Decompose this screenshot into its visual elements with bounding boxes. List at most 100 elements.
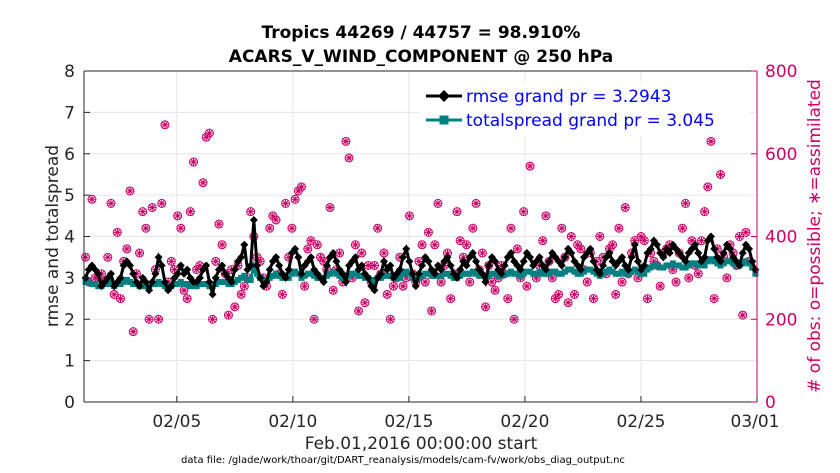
obs-assimilated-marker bbox=[240, 282, 248, 290]
obs-assimilated-marker bbox=[482, 303, 490, 311]
obs-assimilated-marker bbox=[174, 212, 182, 220]
obs-possible-marker bbox=[420, 277, 430, 287]
spread-point bbox=[117, 281, 124, 288]
rmse-point bbox=[738, 249, 747, 258]
obs-assimilated-marker bbox=[313, 241, 321, 249]
rmse-point bbox=[249, 215, 258, 224]
obs-assimilated-marker bbox=[583, 278, 591, 286]
legend-spread-marker bbox=[439, 115, 449, 125]
spread-point bbox=[247, 276, 254, 283]
obs-possible-marker bbox=[569, 289, 579, 299]
spread-point bbox=[707, 256, 714, 263]
rmse-point bbox=[157, 261, 166, 270]
obs-assimilated-marker bbox=[685, 274, 693, 282]
spread-point bbox=[603, 268, 610, 275]
rmse-point bbox=[306, 253, 315, 262]
obs-assimilated-marker bbox=[567, 233, 575, 240]
rmse-point bbox=[659, 253, 668, 262]
obs-assimilated-marker bbox=[320, 257, 328, 265]
y2-axis-label: # of obs: o=possible; ∗=assimilated bbox=[805, 79, 825, 393]
obs-possible-marker bbox=[236, 289, 246, 299]
obs-possible-marker bbox=[715, 169, 725, 179]
obs-assimilated-marker bbox=[574, 241, 582, 249]
rmse-point bbox=[281, 273, 290, 282]
obs-assimilated-marker bbox=[428, 307, 436, 315]
rmse-point bbox=[338, 269, 347, 278]
obs-possible-marker bbox=[677, 223, 687, 233]
obs-assimilated-marker bbox=[463, 241, 471, 249]
spread-point bbox=[580, 268, 587, 275]
spread-point bbox=[190, 283, 197, 290]
spread-point bbox=[425, 270, 432, 277]
obs-possible-marker bbox=[681, 198, 691, 208]
rmse-point bbox=[516, 265, 525, 274]
obs-assimilated-marker bbox=[488, 278, 496, 286]
obs-assimilated-marker bbox=[199, 179, 207, 187]
obs-assimilated-marker bbox=[736, 233, 744, 240]
rmse-point bbox=[402, 244, 411, 253]
spread-point bbox=[428, 272, 435, 279]
rmse-point bbox=[160, 278, 169, 287]
obs-possible-marker bbox=[465, 277, 475, 287]
obs-possible-marker bbox=[620, 203, 630, 213]
spread-point bbox=[460, 270, 467, 277]
obs-assimilated-marker bbox=[723, 274, 731, 282]
obs-assimilated-marker bbox=[513, 245, 521, 253]
obs-assimilated-marker bbox=[161, 121, 169, 129]
obs-possible-marker bbox=[382, 289, 392, 299]
obs-assimilated-marker bbox=[107, 199, 115, 207]
obs-assimilated-marker bbox=[551, 295, 559, 303]
obs-possible-marker bbox=[423, 227, 433, 237]
obs-assimilated-marker bbox=[329, 286, 337, 294]
spread-point bbox=[307, 270, 314, 277]
spread-point bbox=[187, 283, 194, 290]
rmse-point bbox=[357, 261, 366, 270]
obs-assimilated-marker bbox=[421, 278, 429, 286]
obs-possible-marker bbox=[639, 236, 649, 246]
y-tick-label: 1 bbox=[64, 352, 75, 372]
rmse-point bbox=[745, 244, 754, 253]
obs-possible-marker bbox=[303, 244, 313, 254]
spread-point bbox=[327, 270, 334, 277]
obs-possible-marker bbox=[182, 294, 192, 304]
obs-assimilated-marker bbox=[215, 220, 223, 228]
rmse-point bbox=[329, 249, 338, 258]
obs-possible-marker bbox=[265, 223, 275, 233]
rmse-point bbox=[332, 257, 341, 266]
obs-possible-marker bbox=[741, 227, 751, 237]
rmse-point bbox=[246, 261, 255, 270]
obs-possible-marker bbox=[385, 314, 395, 324]
spread-point bbox=[234, 276, 241, 283]
rmse-point bbox=[351, 253, 360, 262]
obs-assimilated-marker bbox=[158, 199, 166, 207]
obs-assimilated-marker bbox=[386, 315, 394, 323]
spread-point bbox=[419, 272, 426, 279]
spread-point bbox=[371, 279, 378, 286]
spread-point bbox=[180, 281, 187, 288]
spread-point bbox=[396, 274, 403, 281]
rmse-point bbox=[681, 257, 690, 266]
obs-assimilated-marker bbox=[548, 274, 556, 282]
spread-point bbox=[488, 270, 495, 277]
obs-possible-marker bbox=[617, 277, 627, 287]
obs-possible-marker bbox=[230, 302, 240, 312]
obs-assimilated-marker bbox=[167, 257, 175, 265]
rmse-point bbox=[541, 265, 550, 274]
spread-point bbox=[660, 264, 667, 271]
obs-possible-marker bbox=[427, 306, 437, 316]
spread-point bbox=[219, 279, 226, 286]
rmse-point bbox=[646, 244, 655, 253]
spread-point bbox=[552, 268, 559, 275]
obs-assimilated-marker bbox=[504, 295, 512, 303]
spread-point bbox=[177, 279, 184, 286]
obs-assimilated-marker bbox=[126, 187, 134, 195]
spread-point bbox=[473, 270, 480, 277]
obs-possible-marker bbox=[722, 273, 732, 283]
rmse-point bbox=[176, 261, 185, 270]
obs-possible-marker bbox=[138, 207, 148, 217]
obs-assimilated-marker bbox=[605, 245, 613, 253]
obs-possible-marker bbox=[509, 314, 519, 324]
spread-point bbox=[638, 270, 645, 277]
spread-point bbox=[739, 260, 746, 267]
spread-point bbox=[349, 270, 356, 277]
